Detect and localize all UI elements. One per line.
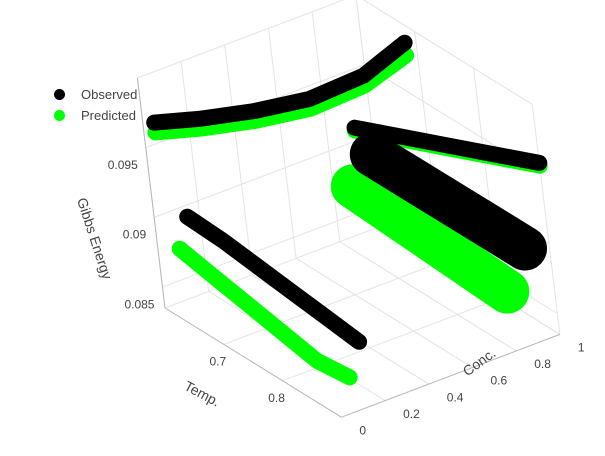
- axis-line-y: [341, 333, 561, 418]
- z-tick-label: 0.095: [108, 158, 138, 172]
- grid-line-x: [223, 261, 443, 345]
- legend-label-observed: Observed: [81, 87, 138, 102]
- box-edge: [531, 104, 561, 335]
- box-edge: [137, 0, 345, 79]
- grid-line-z: [153, 134, 373, 218]
- y-tick-label: 0.6: [491, 374, 508, 388]
- grid-line-y: [268, 28, 297, 259]
- box-edge: [164, 224, 384, 309]
- legend-swatch-predicted: [54, 110, 65, 121]
- predicted-trace-1[interactable]: [171, 240, 358, 386]
- grid-line-y: [295, 257, 473, 368]
- y-tick-label: 0.8: [534, 357, 551, 371]
- legend-label-predicted: Predicted: [81, 108, 136, 123]
- legend-item-predicted[interactable]: Predicted: [54, 105, 137, 126]
- tick-labels: 0.7 0.8 0 0.2 0.4 0.6 0.8 1 0.085 0.09 0.095: [108, 158, 585, 438]
- grid-line-y: [180, 61, 210, 292]
- z-axis-title: Gibbs Energy: [74, 196, 115, 282]
- predicted-trace-2[interactable]: [330, 164, 530, 314]
- x-axis-title: Temp.: [182, 378, 223, 410]
- observed-trace-1[interactable]: [179, 208, 368, 350]
- box-edge: [362, 0, 533, 105]
- observed-trace-0[interactable]: [146, 34, 413, 131]
- y-tick-label: 0.4: [447, 390, 464, 404]
- series-layer[interactable]: [146, 34, 548, 386]
- x-tick-label: 0.7: [209, 355, 226, 369]
- axis-line-z: [136, 77, 166, 309]
- axis-line-x: [164, 307, 342, 418]
- x-tick-label: 0.8: [268, 391, 285, 405]
- legend: Observed Predicted: [54, 84, 137, 126]
- y-tick-label: 1: [578, 341, 585, 355]
- observed-trace-3[interactable]: [346, 119, 548, 171]
- grid-line-y: [224, 44, 253, 275]
- y-tick-label: 0: [359, 423, 366, 437]
- z-tick-label: 0.085: [124, 297, 154, 311]
- observed-trace-2[interactable]: [349, 132, 547, 271]
- axis-lines: [136, 77, 561, 418]
- predicted-trace-0[interactable]: [147, 47, 415, 141]
- grid-line-y: [339, 241, 517, 352]
- z-tick-label: 0.09: [123, 228, 147, 242]
- y-tick-label: 0.2: [403, 407, 420, 421]
- legend-swatch-observed: [54, 89, 65, 100]
- legend-item-observed[interactable]: Observed: [54, 84, 137, 105]
- grid-line-y: [311, 11, 341, 242]
